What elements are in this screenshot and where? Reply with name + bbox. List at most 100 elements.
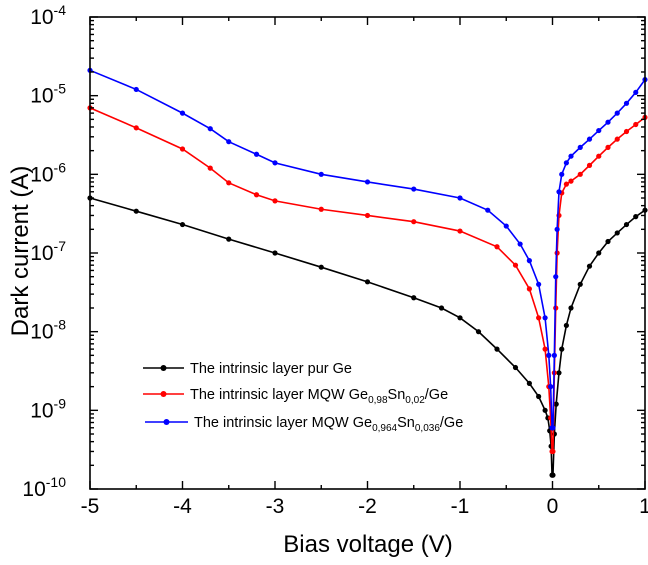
data-point: [548, 384, 554, 390]
data-point: [551, 352, 557, 358]
data-point: [485, 207, 491, 213]
data-point: [411, 219, 417, 225]
data-point: [614, 110, 620, 116]
legend-item: The intrinsic layer MQW Ge0,98Sn0,02/Ge: [143, 387, 448, 406]
data-point: [623, 128, 630, 135]
legend: The intrinsic layer pur Ge The intrinsic …: [143, 361, 463, 434]
data-point: [526, 380, 532, 386]
data-point: [253, 151, 260, 157]
data-point: [633, 214, 639, 220]
data-point: [586, 263, 593, 269]
data-point: [457, 315, 463, 321]
data-point: [272, 160, 278, 166]
data-point: [546, 352, 552, 358]
y-tick-label: 10-7: [30, 238, 66, 265]
data-point: [556, 189, 562, 195]
data-point: [536, 315, 542, 321]
y-tick-label: 10-6: [30, 159, 66, 186]
legend-marker: [163, 419, 170, 425]
data-point: [605, 238, 611, 245]
y-tick-label: 10-9: [30, 395, 66, 422]
data-point: [207, 126, 213, 132]
series-1: [87, 195, 648, 478]
y-axis-label: Dark current (A): [7, 166, 34, 337]
data-point: [550, 472, 556, 478]
y-tick-label: 10-4: [30, 2, 66, 29]
data-point: [550, 425, 556, 431]
series-2: [87, 105, 648, 455]
data-point: [226, 180, 232, 186]
data-point: [586, 162, 593, 168]
data-point: [517, 241, 523, 247]
x-tick-label: 0: [547, 495, 559, 518]
data-point: [179, 221, 186, 228]
series-line: [89, 197, 646, 476]
series-line: [89, 69, 646, 429]
data-point: [272, 198, 278, 204]
data-point: [457, 195, 463, 201]
data-point: [623, 221, 630, 228]
data-point: [633, 89, 639, 96]
data-point: [577, 281, 583, 287]
data-point: [457, 228, 463, 234]
legend-item: The intrinsic layer MQW Ge0,964Sn0,036/G…: [145, 415, 463, 434]
data-point: [556, 370, 562, 376]
legend-label: The intrinsic layer MQW Ge0,964Sn0,036/G…: [194, 415, 463, 434]
data-point: [133, 86, 139, 93]
data-point: [411, 186, 417, 192]
data-point: [568, 153, 574, 159]
data-point: [623, 100, 630, 106]
data-point: [553, 401, 559, 407]
data-point: [563, 160, 569, 166]
x-tick-label: 1: [639, 495, 648, 518]
data-point: [596, 250, 602, 256]
y-tick-label: 10-10: [22, 474, 66, 501]
y-tick-label: 10-5: [30, 81, 66, 108]
data-point: [577, 144, 583, 150]
data-point: [554, 226, 560, 232]
data-point: [559, 346, 565, 352]
y-tick-label: 10-8: [30, 317, 66, 344]
data-point: [364, 212, 371, 219]
data-point: [179, 146, 186, 152]
legend-label: The intrinsic layer MQW Ge0,98Sn0,02/Ge: [190, 387, 448, 406]
data-point: [133, 208, 139, 214]
data-point: [318, 264, 324, 270]
data-point: [512, 262, 519, 268]
data-point: [542, 407, 548, 413]
data-point: [364, 179, 371, 185]
data-point: [318, 171, 324, 177]
x-tick-label: -2: [358, 495, 377, 518]
data-point: [364, 279, 371, 285]
data-point: [226, 236, 232, 242]
x-tick-label: -3: [266, 495, 285, 518]
data-point: [526, 286, 532, 292]
data-point: [536, 393, 542, 400]
data-point: [614, 136, 620, 142]
data-point: [553, 274, 559, 280]
data-point: [494, 244, 500, 250]
data-point: [226, 139, 232, 145]
legend-marker: [160, 391, 167, 397]
x-tick-label: -5: [81, 495, 100, 518]
data-point: [596, 127, 602, 134]
data-point: [411, 295, 417, 301]
x-tick-label: -1: [451, 495, 470, 518]
data-point: [512, 364, 519, 371]
data-point: [438, 305, 445, 311]
data-point: [568, 178, 574, 184]
data-point: [614, 230, 620, 236]
data-point: [586, 136, 593, 142]
data-point: [526, 258, 532, 264]
series-3: [87, 67, 648, 431]
data-point: [318, 206, 324, 212]
x-axis-label: Bias voltage (V): [283, 531, 452, 558]
data-point: [207, 165, 213, 171]
data-point: [550, 448, 556, 455]
legend-item: The intrinsic layer pur Ge: [143, 361, 352, 377]
data-point: [503, 223, 509, 229]
data-point: [253, 192, 260, 198]
data-point: [542, 346, 548, 352]
